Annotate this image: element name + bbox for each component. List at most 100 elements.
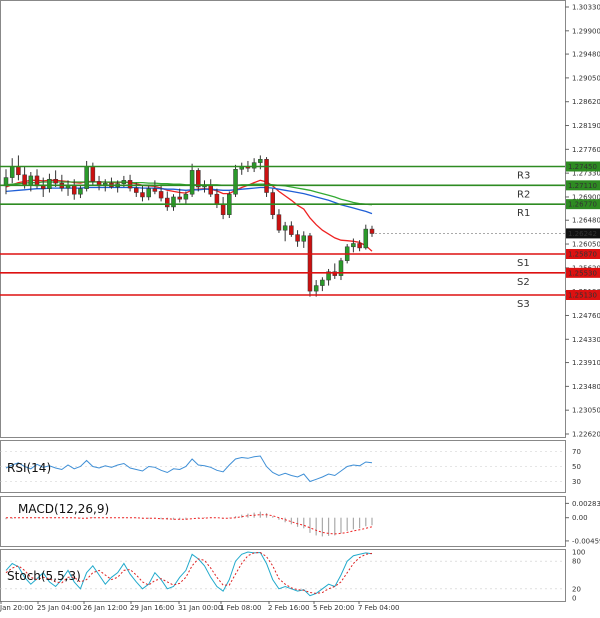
candle-body <box>127 180 133 189</box>
stoch-tick-label: 80 <box>572 558 581 566</box>
candle-body <box>313 285 319 292</box>
level-name-r3: R3 <box>517 171 530 182</box>
time-tick-label: Jan 20:00 <box>0 604 33 612</box>
candle-body <box>258 159 263 163</box>
candle <box>158 184 164 202</box>
candle-body <box>363 228 369 249</box>
level-price-box <box>566 249 600 260</box>
price-tick-label: 1.23480 <box>572 383 600 391</box>
rsi-tick-label: 30 <box>572 478 581 486</box>
candle <box>165 191 170 211</box>
candle <box>177 188 182 203</box>
stoch-tick-label: 20 <box>572 585 581 593</box>
candle-body <box>289 225 294 235</box>
level-price-label-r1: 1.26770 <box>568 201 597 209</box>
level-price-label-r3: 1.27450 <box>568 163 597 171</box>
candle-body <box>16 166 21 176</box>
candle <box>78 184 83 199</box>
candle-body <box>177 196 182 200</box>
candle <box>320 277 325 292</box>
candle <box>53 170 58 187</box>
candle-body <box>326 271 331 281</box>
stoch-tick-label: 0 <box>572 595 576 603</box>
candle-body <box>90 166 96 182</box>
candle <box>326 268 331 286</box>
candle-body <box>320 279 325 286</box>
macd-tick-label: 0.002831 <box>572 500 600 508</box>
candle-body <box>34 175 40 187</box>
candle <box>332 263 338 279</box>
level-price-label-s1: 1.25870 <box>568 251 597 259</box>
candle <box>196 168 201 192</box>
level-name-s1: S1 <box>517 258 530 269</box>
candle-body <box>9 166 15 178</box>
panel-frame-0 <box>0 0 566 438</box>
candle-body <box>71 184 77 195</box>
candle-body <box>295 234 300 242</box>
candle-body <box>276 214 282 231</box>
candle-body <box>369 228 375 234</box>
candle <box>146 184 151 201</box>
time-tick-label: 1 Feb 08:00 <box>220 604 261 612</box>
price-tick-label: 1.29480 <box>572 51 600 59</box>
level-name-r2: R2 <box>517 189 530 200</box>
last-price-box <box>566 228 600 239</box>
rsi-tick-label: 70 <box>572 448 581 456</box>
rsi-panel: 70 50 30 <box>0 448 581 486</box>
level-price-box <box>566 199 600 210</box>
time-tick-label: 5 Feb 20:00 <box>313 604 354 612</box>
macd-tick-label: 0.00 <box>572 514 588 522</box>
rsi-line <box>5 455 373 483</box>
price-tick-label: 1.29900 <box>572 27 600 35</box>
price-tick-label: 1.23910 <box>572 359 600 367</box>
last-price-label: 1.26242 <box>568 230 597 238</box>
candle <box>152 180 158 195</box>
time-tick-label: 31 Jan 00:00 <box>178 604 222 612</box>
candle <box>282 221 288 242</box>
time-tick-label: 29 Jan 16:00 <box>130 604 174 612</box>
stoch-tick-label: 100 <box>572 549 585 557</box>
candle-body <box>183 193 189 200</box>
candle <box>301 231 307 248</box>
candle <box>363 224 369 250</box>
candle-body <box>47 178 52 189</box>
macd-signal-line <box>6 514 373 535</box>
price-tick-label: 1.27760 <box>572 146 600 154</box>
level-name-s2: S2 <box>517 277 530 288</box>
price-tick-label: 1.24760 <box>572 312 600 320</box>
rsi-title: RSI(14) <box>7 461 51 475</box>
candle <box>307 232 313 297</box>
candle <box>140 184 145 202</box>
time-axis: Jan 20:00 25 Jan 04:00 26 Jan 12:00 29 Jan … <box>0 601 399 612</box>
candle-body <box>189 170 195 195</box>
candle-body <box>307 235 313 292</box>
price-tick-label: 1.30330 <box>572 4 600 12</box>
price-tick-label: 1.26900 <box>572 193 600 201</box>
stoch-k-line <box>5 551 373 597</box>
price-tick-label: 1.28620 <box>572 98 600 106</box>
level-name-r1: R1 <box>517 208 530 219</box>
candle-body <box>357 243 362 249</box>
candle <box>171 194 176 211</box>
candle <box>276 209 282 233</box>
candle-body <box>338 260 344 276</box>
candle-body <box>220 204 226 215</box>
time-tick-label: 2 Feb 16:00 <box>268 604 309 612</box>
macd-tick-label: -0.00459 <box>572 537 600 545</box>
candle-body <box>301 235 307 242</box>
price-tick-label: 1.26480 <box>572 217 600 225</box>
candle-body <box>351 243 356 248</box>
candle-body <box>22 174 27 186</box>
candle <box>183 191 189 205</box>
candle-body <box>40 185 46 189</box>
macd-panel: 0.002831 0.00 -0.00459 <box>5 500 600 545</box>
panel-frame-3 <box>0 549 566 602</box>
candle-body <box>332 271 338 276</box>
macd-title: MACD(12,26,9) <box>18 502 109 516</box>
price-panel: 1.30330 1.29900 1.29480 1.29050 1.28620 1.281… <box>0 4 600 439</box>
level-price-box <box>566 161 600 172</box>
level-price-label-s3: 1.25130 <box>568 291 597 299</box>
level-price-box <box>566 289 600 300</box>
